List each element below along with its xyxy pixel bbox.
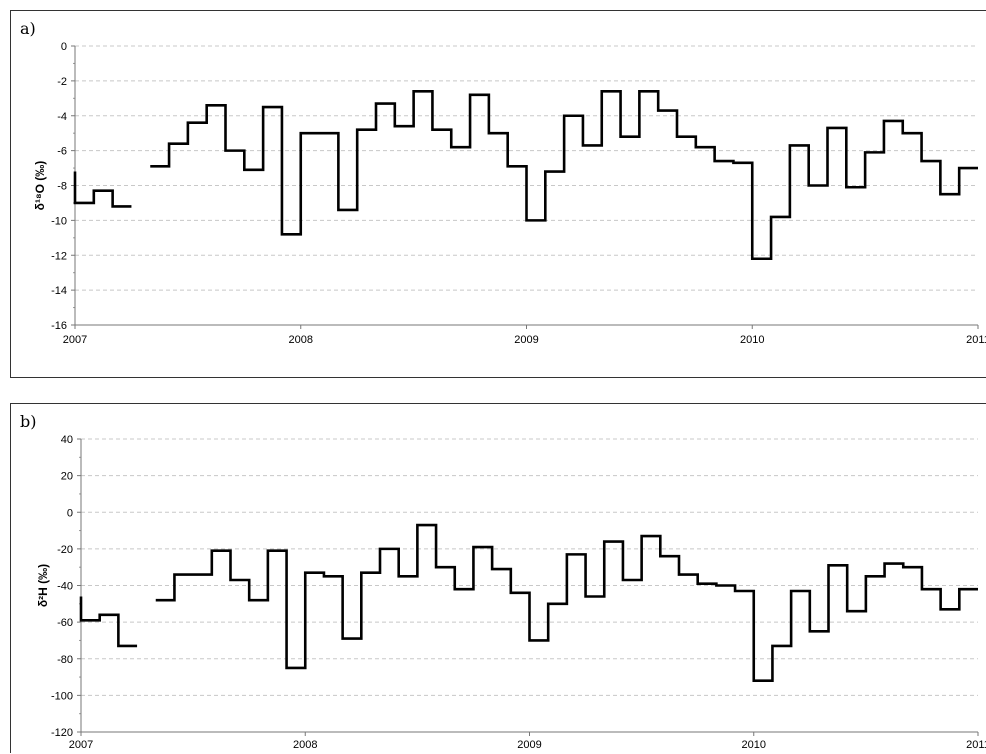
- x-tick-label: 2009: [517, 739, 541, 751]
- x-tick-label: 2011: [966, 334, 986, 346]
- y-tick-label: -14: [51, 285, 67, 297]
- y-tick-label: -16: [51, 320, 67, 332]
- y-tick-label: -80: [57, 654, 73, 666]
- panel-a-label: a): [20, 19, 36, 38]
- y-tick-label: 40: [61, 434, 73, 446]
- x-tick-label: 2011: [966, 739, 986, 751]
- y-tick-label: -20: [57, 544, 73, 556]
- panel-b-d2h-chart: b) 40 20 0 -20 -40 -60 -80 -100 -120 2007 2008 2009…: [10, 403, 986, 753]
- x-tick-label: 2010: [740, 334, 764, 346]
- y-axis-title: δ²H (‰): [36, 564, 50, 607]
- series-step-line: [79, 523, 978, 683]
- y-tick-label: -100: [51, 690, 73, 702]
- x-tick-label: 2010: [742, 739, 766, 751]
- x-tick-label: 2008: [289, 334, 313, 346]
- x-tick-label: 2007: [63, 334, 87, 346]
- y-tick-label: -10: [51, 215, 67, 227]
- panel-b-label: b): [20, 412, 37, 431]
- y-tick-label: 20: [61, 471, 73, 483]
- y-tick-label: -6: [57, 146, 67, 158]
- y-tick-label: 0: [61, 41, 67, 53]
- y-axis-title: δ¹⁸O (‰): [33, 161, 47, 211]
- x-tick-label: 2009: [514, 334, 538, 346]
- d18o-chart-svg: 0 -2 -4 -6 -8 -10 -12 -14 -16 2007 2008 2009 2010 201…: [33, 41, 986, 346]
- y-tick-label: -8: [57, 181, 67, 193]
- y-tick-label: 0: [67, 507, 73, 519]
- y-tick-label: -60: [57, 617, 73, 629]
- y-tick-label: -120: [51, 727, 73, 739]
- series-step-line: [73, 90, 978, 261]
- x-tick-label: 2008: [293, 739, 317, 751]
- y-tick-label: -2: [57, 76, 67, 88]
- y-tick-label: -40: [57, 581, 73, 593]
- panel-a-d18o-chart: a) 0 -2 -4 -6 -8 -10 -12 -14 -16 2007 2008 2009 2010…: [10, 10, 986, 378]
- y-tick-label: -4: [57, 111, 67, 123]
- x-tick-label: 2007: [69, 739, 93, 751]
- y-tick-label: -12: [51, 250, 67, 262]
